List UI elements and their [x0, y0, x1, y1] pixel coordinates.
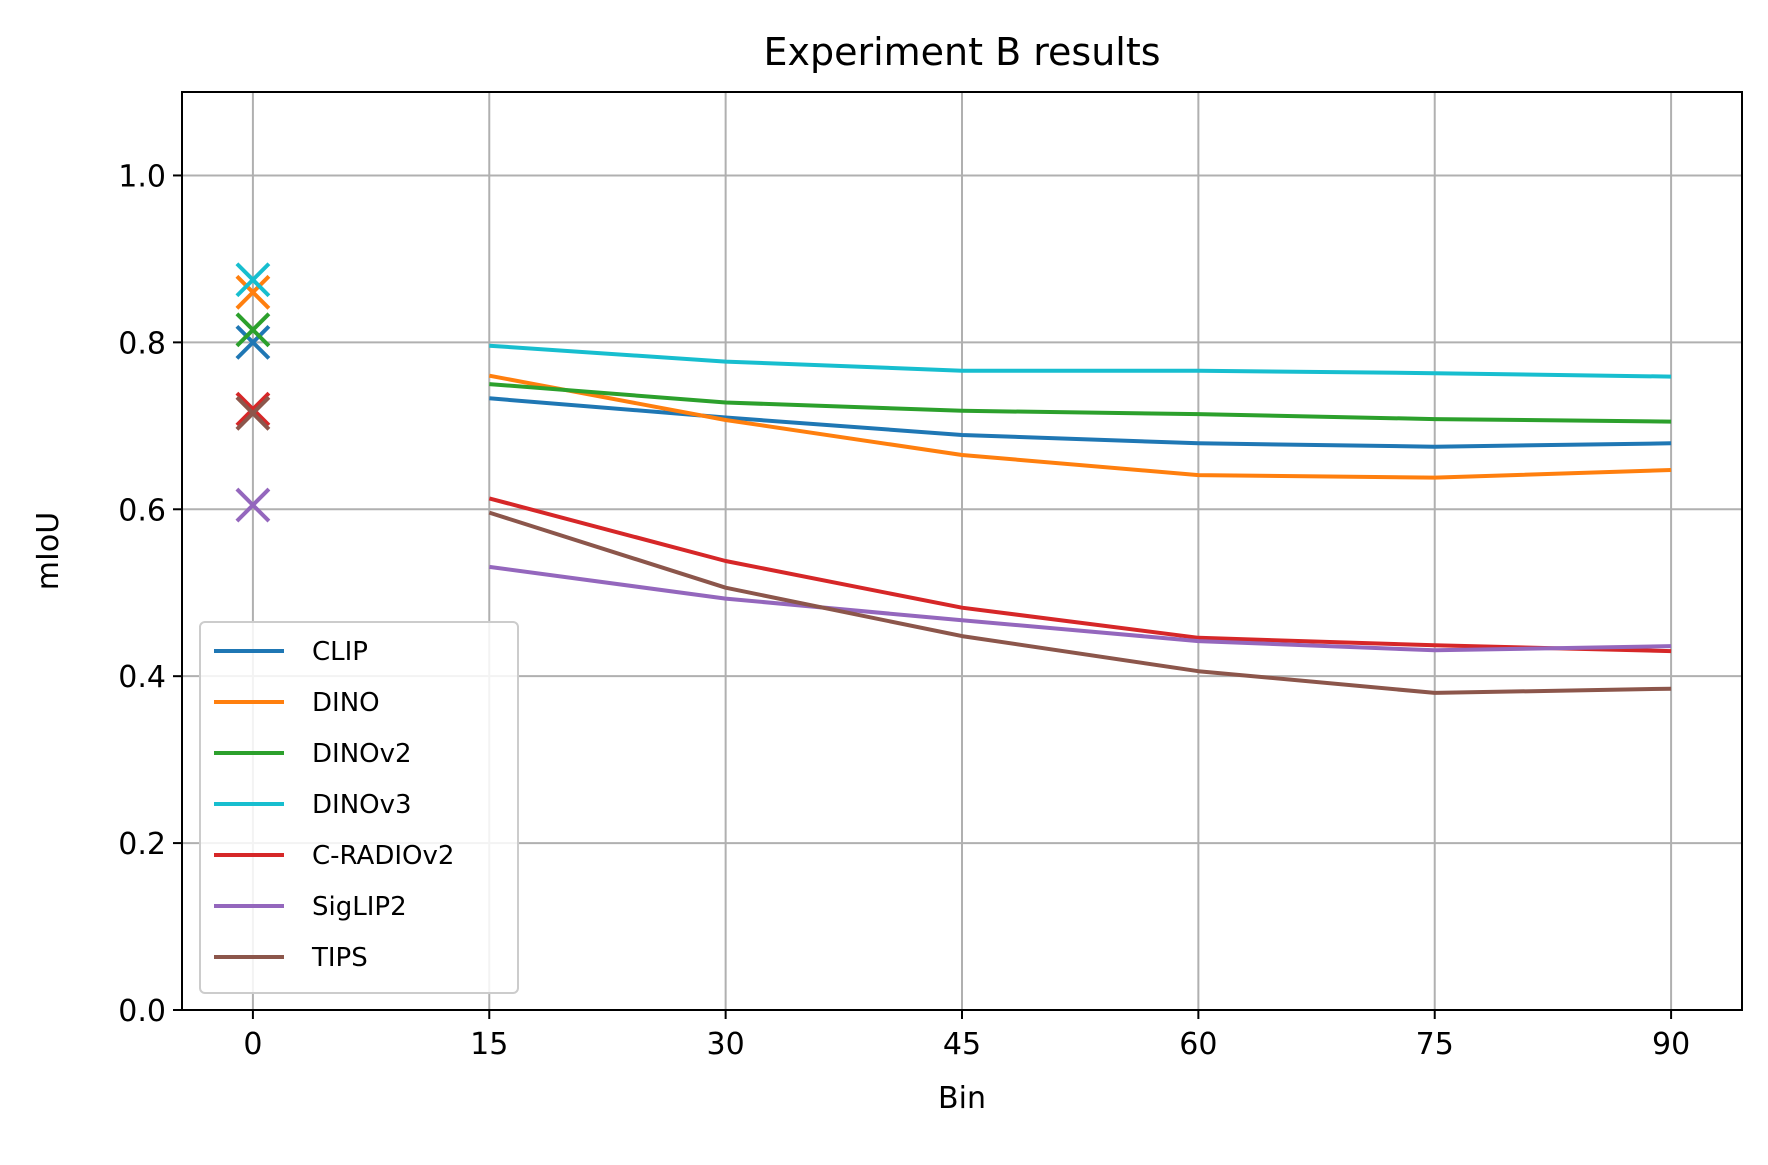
baseline-marker-siglip2 [235, 487, 271, 523]
y-tick-label: 0.0 [118, 994, 166, 1029]
x-axis-label: Bin [938, 1081, 986, 1116]
series-siglip2 [235, 487, 1672, 653]
legend: CLIP DINO DINOv2 DINOv3 C-RADIOv2 SigLIP2 TIPS [199, 621, 519, 994]
legend-item-clip: CLIP [214, 637, 368, 667]
series-c-radiov2 [235, 391, 1672, 654]
baseline-marker-c-radiov2 [235, 391, 271, 427]
legend-label: DINOv3 [312, 790, 412, 820]
legend-label: C-RADIOv2 [312, 841, 454, 871]
x-tick-label: 0 [243, 1027, 262, 1062]
series-layer [235, 262, 1672, 695]
baseline-marker-dinov3 [235, 262, 271, 298]
legend-label: TIPS [311, 943, 368, 973]
y-axis-label: mIoU [31, 512, 66, 590]
series-line-siglip2 [489, 564, 1672, 653]
series-dinov3 [235, 262, 1672, 379]
legend-label: DINOv2 [312, 739, 412, 769]
x-tick-label: 45 [943, 1027, 981, 1062]
baseline-marker-tips [235, 395, 271, 431]
x-tick-label: 75 [1416, 1027, 1454, 1062]
legend-item-c-radiov2: C-RADIOv2 [214, 841, 454, 871]
legend-item-dinov3: DINOv3 [214, 790, 412, 820]
y-tick-label: 0.4 [118, 660, 166, 695]
legend-box [199, 621, 519, 994]
baseline-marker-dino [235, 274, 271, 310]
baseline-marker-dinov2 [235, 312, 271, 348]
x-tick-label: 60 [1179, 1027, 1217, 1062]
series-line-tips [488, 510, 1672, 695]
series-line-c-radiov2 [488, 496, 1672, 654]
series-dinov2 [235, 312, 1672, 424]
ticks: 0 15 30 45 60 75 90 0.0 0.2 0.4 0.6 0.8 1.0 [118, 159, 1690, 1062]
series-dino [235, 274, 1672, 480]
legend-item-dino: DINO [214, 688, 380, 718]
y-tick-label: 1.0 [118, 159, 166, 194]
legend-label: SigLIP2 [312, 892, 407, 922]
baseline-marker-clip [235, 324, 271, 360]
legend-item-tips: TIPS [214, 943, 368, 973]
y-tick-label: 0.2 [118, 827, 166, 862]
chart-title: Experiment B results [763, 30, 1160, 74]
series-tips [235, 395, 1672, 695]
x-tick-label: 15 [470, 1027, 508, 1062]
series-line-dinov2 [489, 382, 1672, 424]
legend-label: DINO [312, 688, 380, 718]
legend-label: CLIP [312, 637, 368, 667]
x-tick-label: 30 [707, 1027, 745, 1062]
series-line-dinov3 [489, 343, 1672, 379]
series-line-dino [488, 373, 1672, 480]
y-tick-label: 0.8 [118, 326, 166, 361]
legend-item-siglip2: SigLIP2 [214, 892, 407, 922]
x-tick-label: 90 [1652, 1027, 1690, 1062]
y-tick-label: 0.6 [118, 493, 166, 528]
legend-item-dinov2: DINOv2 [214, 739, 412, 769]
